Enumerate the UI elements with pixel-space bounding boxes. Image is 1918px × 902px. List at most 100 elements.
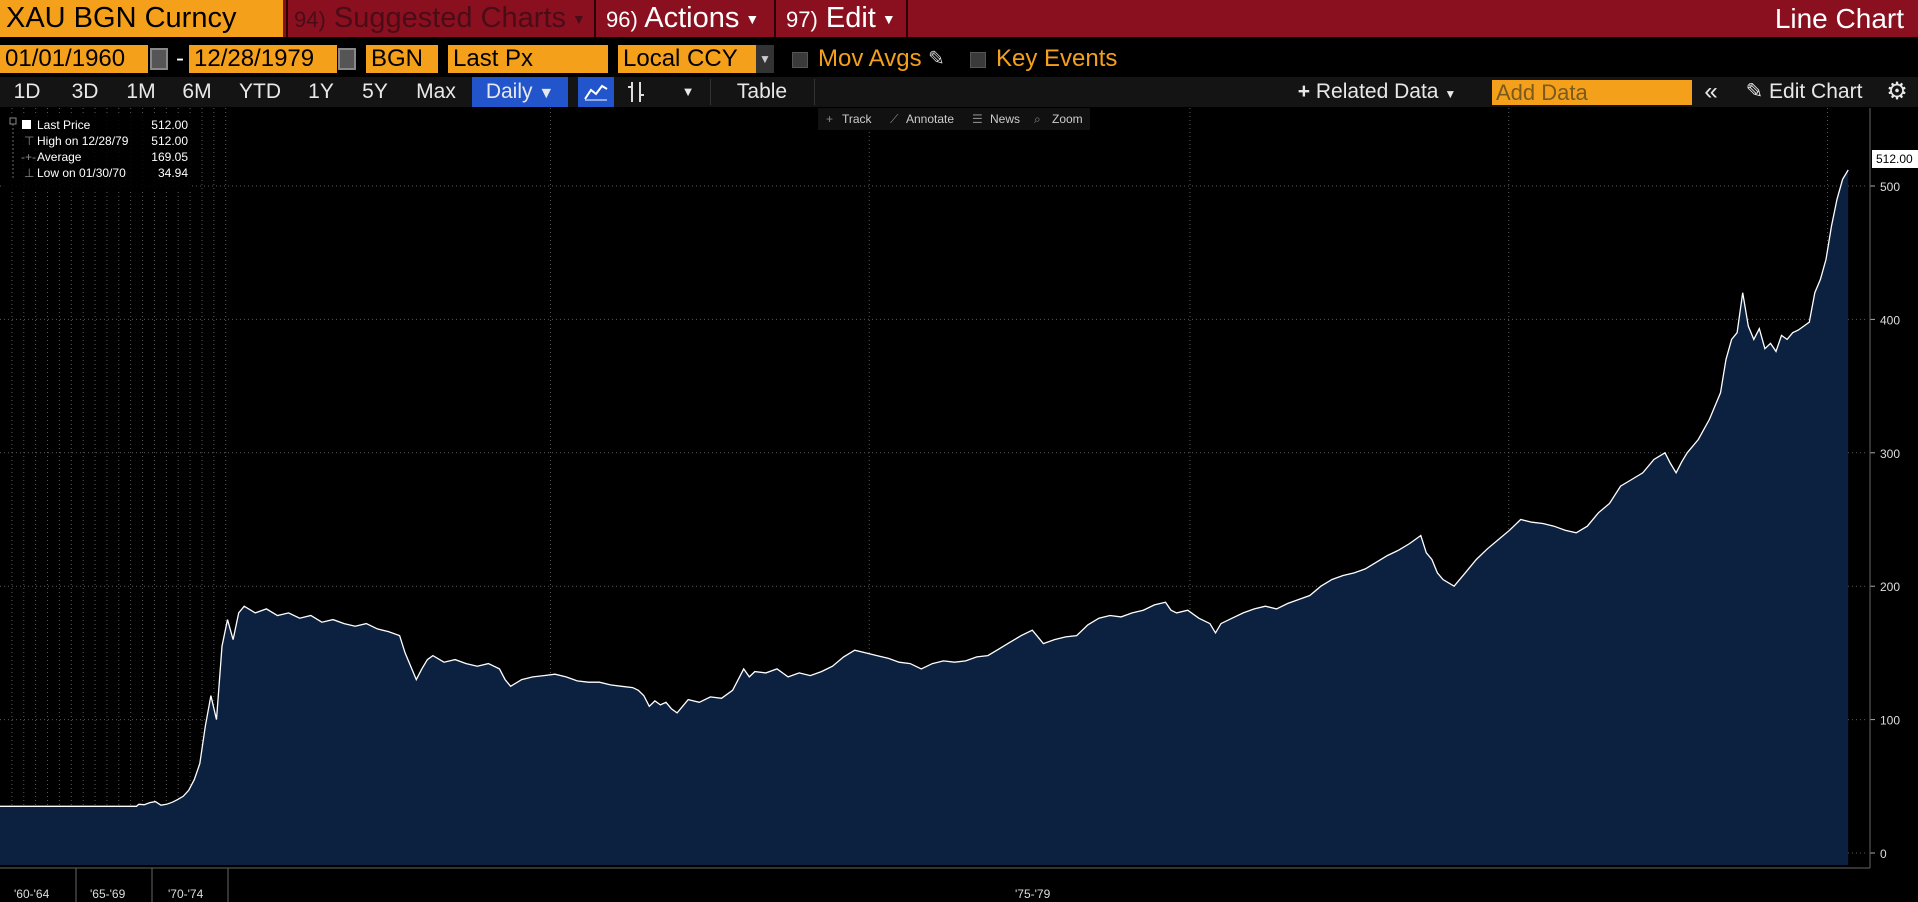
chart-legend: Last Price 512.00 ⊤ High on 12/28/79 512…: [4, 114, 192, 190]
date-separator: -: [176, 45, 184, 72]
chart-tools-strip: + Track ⟋ Annotate ☰ News ⌕ Zoom: [818, 108, 1090, 130]
suggested-charts-label: Suggested Charts: [333, 2, 567, 34]
period-1m-button[interactable]: 1M: [126, 80, 156, 103]
actions-button[interactable]: 96) Actions ▼: [606, 0, 759, 37]
last-value-tag: 512.00: [1872, 149, 1918, 168]
edit-label: Edit: [825, 2, 876, 34]
caret-down-icon: ▼: [572, 10, 586, 27]
annotate-button[interactable]: Annotate: [906, 112, 954, 126]
gear-icon[interactable]: ⚙: [1886, 78, 1908, 105]
divider: [774, 0, 776, 37]
legend-last-price-value: 512.00: [151, 118, 188, 132]
track-icon: +: [826, 112, 833, 126]
x-period-label: '70-'74: [168, 887, 204, 901]
zoom-icon: ⌕: [1034, 112, 1041, 126]
period-max-button[interactable]: Max: [416, 80, 456, 103]
edit-button[interactable]: 97) Edit ▼: [786, 0, 896, 37]
start-date-field[interactable]: 01/01/1960: [0, 45, 148, 73]
plus-icon: +: [1297, 80, 1311, 103]
y-tick-label: 200: [1880, 580, 1900, 594]
legend-high-value: 512.00: [151, 134, 188, 148]
price-area-fill: [0, 170, 1849, 865]
x-period-label: '65-'69: [90, 887, 126, 901]
currency-dropdown-icon[interactable]: ▼: [756, 45, 774, 73]
news-icon: ☰: [972, 112, 983, 126]
last-value-label: 512.00: [1876, 152, 1913, 166]
menu-number: 94): [294, 7, 326, 32]
zoom-button[interactable]: Zoom: [1052, 112, 1083, 126]
source-field[interactable]: BGN: [366, 45, 438, 73]
related-data-button[interactable]: + Related Data ▼: [1284, 77, 1470, 107]
period-3d-button[interactable]: 3D: [71, 80, 99, 103]
x-period-label: '60-'64: [14, 887, 50, 901]
legend-low-label: Low on 01/30/70: [37, 166, 126, 180]
y-tick-label: 500: [1880, 180, 1900, 194]
suggested-charts-button[interactable]: 94) Suggested Charts ▼: [294, 0, 586, 37]
annotate-icon: ⟋: [890, 112, 899, 126]
end-date-field[interactable]: 12/28/1979: [189, 45, 337, 73]
chart-toolbar: 1D 3D 1M 6M YTD 1Y 5Y Max Daily ▼ ▼ Tabl…: [0, 77, 1918, 107]
y-tick-label: 400: [1880, 313, 1900, 327]
candlestick-icon[interactable]: [618, 77, 654, 107]
low-marker-icon: ⊥: [24, 166, 34, 180]
pencil-icon[interactable]: ✎: [928, 48, 945, 70]
divider: [710, 79, 711, 105]
caret-down-icon: ▼: [881, 10, 896, 27]
legend-last-price-label: Last Price: [37, 118, 91, 132]
period-1d-button[interactable]: 1D: [13, 80, 41, 103]
caret-down-icon: ▼: [1444, 87, 1457, 101]
chart-style-dropdown-icon[interactable]: ▼: [681, 84, 695, 99]
divider: [594, 0, 596, 37]
x-period-label: '75-'79: [1015, 887, 1051, 901]
high-marker-icon: ⊤: [24, 134, 34, 148]
key-events-label: Key Events: [996, 45, 1118, 72]
frequency-label: Daily: [485, 80, 533, 103]
y-tick-label: 0: [1880, 847, 1887, 861]
security-ticker-field[interactable]: XAU BGN Curncy: [0, 0, 283, 37]
y-tick-label: 100: [1880, 714, 1900, 728]
x-axis-period-labels: '60-'64 '65-'69 '70-'74 '75-'79: [0, 867, 1870, 902]
calendar-icon[interactable]: [150, 48, 168, 70]
currency-field[interactable]: Local CCY: [618, 45, 756, 73]
chart-type-title: Line Chart: [1774, 3, 1904, 34]
edit-chart-button[interactable]: ✎ Edit Chart: [1736, 77, 1872, 107]
legend-average-value: 169.05: [151, 150, 188, 164]
divider: [814, 79, 815, 105]
caret-down-icon: ▼: [538, 85, 555, 102]
line-chart-icon[interactable]: [578, 77, 614, 107]
divider: [906, 0, 908, 37]
y-axis-ticks: 0 100 200 300 400 500: [1869, 108, 1900, 868]
price-chart[interactable]: 0 100 200 300 400 500 '60-'64 '65-'69 '70-'74 '7…: [0, 108, 1918, 902]
track-button[interactable]: Track: [842, 112, 873, 126]
top-toolbar: XAU BGN Curncy 94) Suggested Charts ▼ 96)…: [0, 0, 1918, 37]
legend-low-value: 34.94: [158, 166, 188, 180]
price-line: [0, 169, 1849, 807]
period-5y-button[interactable]: 5Y: [362, 80, 388, 103]
double-chevron-left-icon[interactable]: «: [1704, 78, 1718, 105]
mov-avgs-checkbox[interactable]: [792, 52, 808, 68]
y-tick-label: 300: [1880, 447, 1900, 461]
frequency-dropdown[interactable]: Daily ▼: [472, 77, 568, 107]
caret-down-icon: ▼: [745, 10, 760, 27]
news-button[interactable]: News: [990, 112, 1020, 126]
price-field[interactable]: Last Px: [448, 45, 608, 73]
period-6m-button[interactable]: 6M: [182, 80, 212, 103]
average-marker-icon: -+-: [21, 150, 36, 164]
last-price-swatch: [22, 120, 31, 129]
table-button[interactable]: Table: [736, 80, 788, 103]
mov-avgs-label: Mov Avgs: [818, 45, 922, 72]
add-data-input[interactable]: Add Data: [1492, 80, 1692, 105]
edit-chart-label: Edit Chart: [1769, 80, 1863, 103]
pencil-icon: ✎: [1745, 80, 1764, 103]
menu-number: 96): [606, 7, 638, 32]
actions-label: Actions: [644, 2, 740, 34]
legend-average-label: Average: [37, 150, 82, 164]
legend-high-label: High on 12/28/79: [37, 134, 129, 148]
date-range-bar: 01/01/1960 - 12/28/1979 BGN Last Px Loca…: [0, 45, 1918, 75]
divider: [286, 0, 288, 37]
period-1y-button[interactable]: 1Y: [308, 80, 334, 103]
calendar-icon[interactable]: [338, 48, 356, 70]
period-ytd-button[interactable]: YTD: [239, 80, 281, 103]
menu-number: 97): [786, 7, 818, 32]
key-events-checkbox[interactable]: [970, 52, 986, 68]
